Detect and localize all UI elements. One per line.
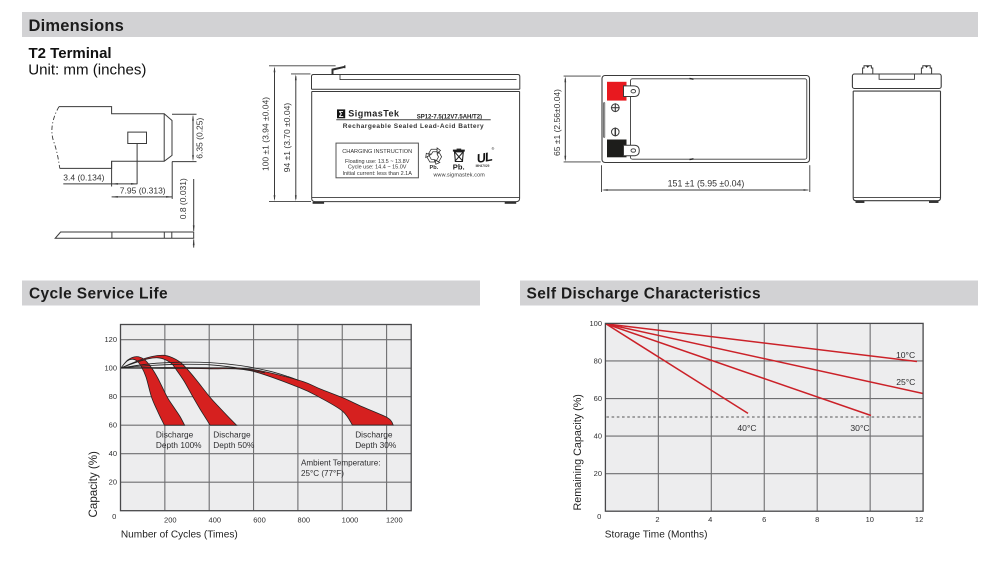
svg-text:Cycle use: 14.4 ~ 15.0V: Cycle use: 14.4 ~ 15.0V xyxy=(348,165,407,171)
svg-text:Storage Time (Months): Storage Time (Months) xyxy=(605,530,708,541)
svg-text:100: 100 xyxy=(104,364,117,373)
svg-text:20: 20 xyxy=(109,478,117,487)
svg-text:800: 800 xyxy=(298,516,311,525)
svg-text:20: 20 xyxy=(594,469,602,478)
svg-text:94 ±1 (3.70 ±0.04): 94 ±1 (3.70 ±0.04) xyxy=(282,103,292,173)
svg-text:40: 40 xyxy=(594,432,602,441)
svg-text:Discharge: Discharge xyxy=(213,429,251,439)
svg-text:120: 120 xyxy=(104,335,117,344)
svg-text:Dimensions: Dimensions xyxy=(29,17,125,35)
svg-text:0: 0 xyxy=(112,512,116,521)
svg-text:25°C: 25°C xyxy=(896,377,915,387)
svg-text:Pb.: Pb. xyxy=(430,165,439,171)
svg-text:SigmasTek: SigmasTek xyxy=(348,108,400,118)
svg-text:Remaining Capacity (%): Remaining Capacity (%) xyxy=(572,394,584,510)
svg-text:1000: 1000 xyxy=(342,516,359,525)
svg-text:Floating use: 13.5 ~ 13.8V: Floating use: 13.5 ~ 13.8V xyxy=(345,159,410,165)
svg-text:Unit: mm (inches): Unit: mm (inches) xyxy=(28,61,146,78)
svg-text:6: 6 xyxy=(762,515,766,524)
svg-text:40: 40 xyxy=(109,449,117,458)
svg-text:60: 60 xyxy=(594,394,602,403)
svg-text:Depth 30%: Depth 30% xyxy=(355,440,397,450)
svg-text:100: 100 xyxy=(589,319,602,328)
svg-text:CHARGING INSTRUCTION: CHARGING INSTRUCTION xyxy=(342,149,412,155)
svg-text:Pb.: Pb. xyxy=(453,162,465,171)
svg-text:25°C (77°F): 25°C (77°F) xyxy=(301,469,344,478)
svg-text:3.4 (0.134): 3.4 (0.134) xyxy=(63,173,104,183)
svg-text:12: 12 xyxy=(915,515,923,524)
svg-text:400: 400 xyxy=(209,516,222,525)
svg-text:151 ±1 (5.95 ±0.04): 151 ±1 (5.95 ±0.04) xyxy=(668,178,745,188)
svg-text:600: 600 xyxy=(253,516,266,525)
svg-text:4: 4 xyxy=(708,515,712,524)
svg-text:T2 Terminal: T2 Terminal xyxy=(29,45,112,62)
svg-text:10: 10 xyxy=(866,515,874,524)
svg-text:MH47029: MH47029 xyxy=(476,164,490,168)
svg-text:100 ±1 (3.94 ±0.04): 100 ±1 (3.94 ±0.04) xyxy=(261,97,271,171)
svg-text:www.sigmastek.com: www.sigmastek.com xyxy=(433,173,486,179)
svg-text:60: 60 xyxy=(109,421,117,430)
svg-text:Discharge: Discharge xyxy=(355,429,393,439)
svg-text:Cycle Service Life: Cycle Service Life xyxy=(29,286,168,303)
svg-text:Ambient Temperature:: Ambient Temperature: xyxy=(301,459,380,468)
svg-text:40°C: 40°C xyxy=(737,423,756,433)
svg-text:65 ±1 (2.56±0.04): 65 ±1 (2.56±0.04) xyxy=(552,89,562,156)
svg-text:200: 200 xyxy=(164,516,177,525)
svg-text:Depth 100%: Depth 100% xyxy=(156,440,202,450)
svg-text:U: U xyxy=(476,150,488,166)
svg-text:7.95 (0.313): 7.95 (0.313) xyxy=(120,185,166,195)
svg-text:30°C: 30°C xyxy=(850,423,869,433)
svg-text:Σ: Σ xyxy=(339,110,344,119)
svg-text:Initial current: less than 2.1: Initial current: less than 2.1A xyxy=(342,171,412,177)
svg-text:SP12-7.5(12V7.5AH/T2): SP12-7.5(12V7.5AH/T2) xyxy=(417,114,482,120)
svg-text:®: ® xyxy=(492,147,495,151)
svg-text:Self Discharge Characteristics: Self Discharge Characteristics xyxy=(527,286,762,303)
svg-text:10°C: 10°C xyxy=(896,350,915,360)
svg-text:6.35 (0.25): 6.35 (0.25) xyxy=(195,117,205,158)
svg-text:L: L xyxy=(484,149,494,164)
svg-text:80: 80 xyxy=(594,357,602,366)
svg-text:8: 8 xyxy=(815,515,819,524)
svg-text:80: 80 xyxy=(109,392,117,401)
svg-text:1200: 1200 xyxy=(386,516,403,525)
svg-text:0.8 (0.031): 0.8 (0.031) xyxy=(178,178,188,219)
svg-text:2: 2 xyxy=(655,515,659,524)
svg-text:Number of Cycles (Times): Number of Cycles (Times) xyxy=(121,529,238,540)
svg-text:Discharge: Discharge xyxy=(156,429,194,439)
svg-text:Depth 50%: Depth 50% xyxy=(213,440,255,450)
svg-text:Rechargeable Sealed Lead-Acid: Rechargeable Sealed Lead-Acid Battery xyxy=(343,123,484,130)
svg-text:Capacity (%): Capacity (%) xyxy=(87,451,100,517)
svg-text:0: 0 xyxy=(597,512,601,521)
